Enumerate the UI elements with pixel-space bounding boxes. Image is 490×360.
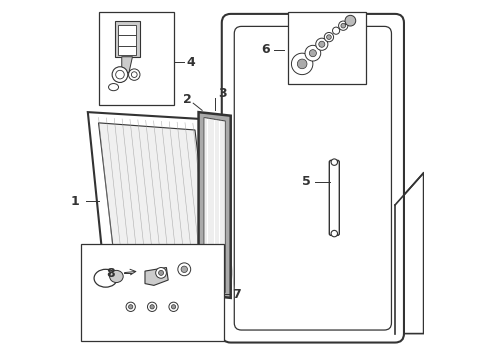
Text: 5: 5: [302, 175, 311, 188]
FancyBboxPatch shape: [234, 26, 392, 330]
Circle shape: [128, 305, 133, 309]
Circle shape: [141, 258, 149, 266]
FancyBboxPatch shape: [329, 160, 339, 235]
Text: 4: 4: [186, 55, 195, 69]
Circle shape: [327, 35, 331, 40]
Ellipse shape: [110, 270, 123, 283]
Bar: [115, 21, 140, 57]
Polygon shape: [395, 173, 424, 334]
Text: 1: 1: [71, 195, 80, 208]
Circle shape: [319, 41, 325, 47]
Circle shape: [181, 266, 188, 273]
Text: 6: 6: [261, 43, 270, 56]
Polygon shape: [204, 117, 225, 293]
Circle shape: [331, 230, 338, 237]
Bar: [118, 35, 136, 46]
Circle shape: [331, 159, 338, 165]
Circle shape: [339, 21, 348, 30]
Polygon shape: [198, 112, 231, 298]
Circle shape: [305, 45, 321, 61]
Ellipse shape: [94, 269, 117, 287]
Ellipse shape: [109, 84, 119, 91]
Text: 3: 3: [218, 87, 227, 100]
Polygon shape: [122, 57, 132, 73]
Circle shape: [297, 59, 307, 69]
Bar: [288, 12, 367, 84]
Circle shape: [159, 270, 164, 275]
Circle shape: [116, 70, 124, 79]
Circle shape: [128, 69, 140, 80]
Circle shape: [324, 32, 334, 42]
Circle shape: [316, 38, 328, 50]
Circle shape: [345, 15, 356, 26]
Circle shape: [169, 302, 178, 311]
Polygon shape: [88, 112, 223, 294]
Polygon shape: [98, 123, 213, 284]
Circle shape: [309, 50, 317, 57]
Circle shape: [172, 305, 176, 309]
Text: 7: 7: [232, 288, 241, 301]
Circle shape: [112, 67, 128, 82]
Circle shape: [156, 267, 167, 278]
FancyBboxPatch shape: [222, 14, 404, 342]
Polygon shape: [145, 267, 168, 285]
Bar: [118, 24, 136, 35]
Circle shape: [126, 302, 135, 311]
Circle shape: [333, 27, 340, 34]
Circle shape: [292, 53, 313, 75]
Circle shape: [341, 23, 345, 28]
Circle shape: [178, 263, 191, 276]
Bar: [81, 244, 223, 341]
Text: 2: 2: [183, 93, 192, 106]
Bar: [98, 12, 173, 105]
Circle shape: [147, 302, 157, 311]
Circle shape: [150, 305, 154, 309]
Text: 8: 8: [106, 267, 115, 280]
Circle shape: [131, 72, 137, 77]
Bar: [118, 46, 136, 55]
